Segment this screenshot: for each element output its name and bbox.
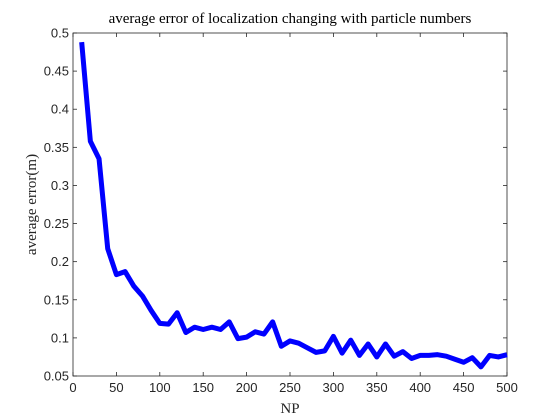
x-tick-label: 500	[496, 380, 518, 395]
x-tick-label: 50	[109, 380, 123, 395]
x-tick-label: 200	[236, 380, 258, 395]
x-tick-label: 300	[323, 380, 345, 395]
x-axis: 0 50 100 150 200 250 300 350 400 450 500	[69, 33, 518, 395]
x-tick-label: 150	[192, 380, 214, 395]
y-tick-label: 0.5	[51, 26, 69, 41]
y-tick-label: 0.3	[51, 178, 69, 193]
y-axis: 0.05 0.1 0.15 0.2 0.25 0.3 0.35 0.4 0.45 0.5	[44, 26, 507, 384]
x-tick-label: 450	[453, 380, 475, 395]
x-tick-label: 350	[366, 380, 388, 395]
plot-area	[72, 32, 508, 377]
y-tick-label: 0.05	[44, 369, 69, 384]
y-tick-label: 0.15	[44, 292, 69, 307]
y-tick-label: 0.2	[51, 254, 69, 269]
x-tick-label: 100	[149, 380, 171, 395]
x-tick-label: 250	[279, 380, 301, 395]
x-tick-label: 0	[69, 380, 76, 395]
x-axis-title: NP	[280, 401, 299, 417]
y-tick-label: 0.45	[44, 64, 69, 79]
series-layer	[79, 41, 508, 370]
y-axis-title: average error(m)	[24, 154, 40, 255]
chart-title: average error of localization changing w…	[109, 11, 472, 27]
series-line	[79, 41, 508, 370]
y-tick-label: 0.25	[44, 216, 69, 231]
x-tick-label: 400	[409, 380, 431, 395]
y-tick-label: 0.35	[44, 140, 69, 155]
y-tick-label: 0.1	[51, 330, 69, 345]
y-tick-label: 0.4	[51, 102, 69, 117]
